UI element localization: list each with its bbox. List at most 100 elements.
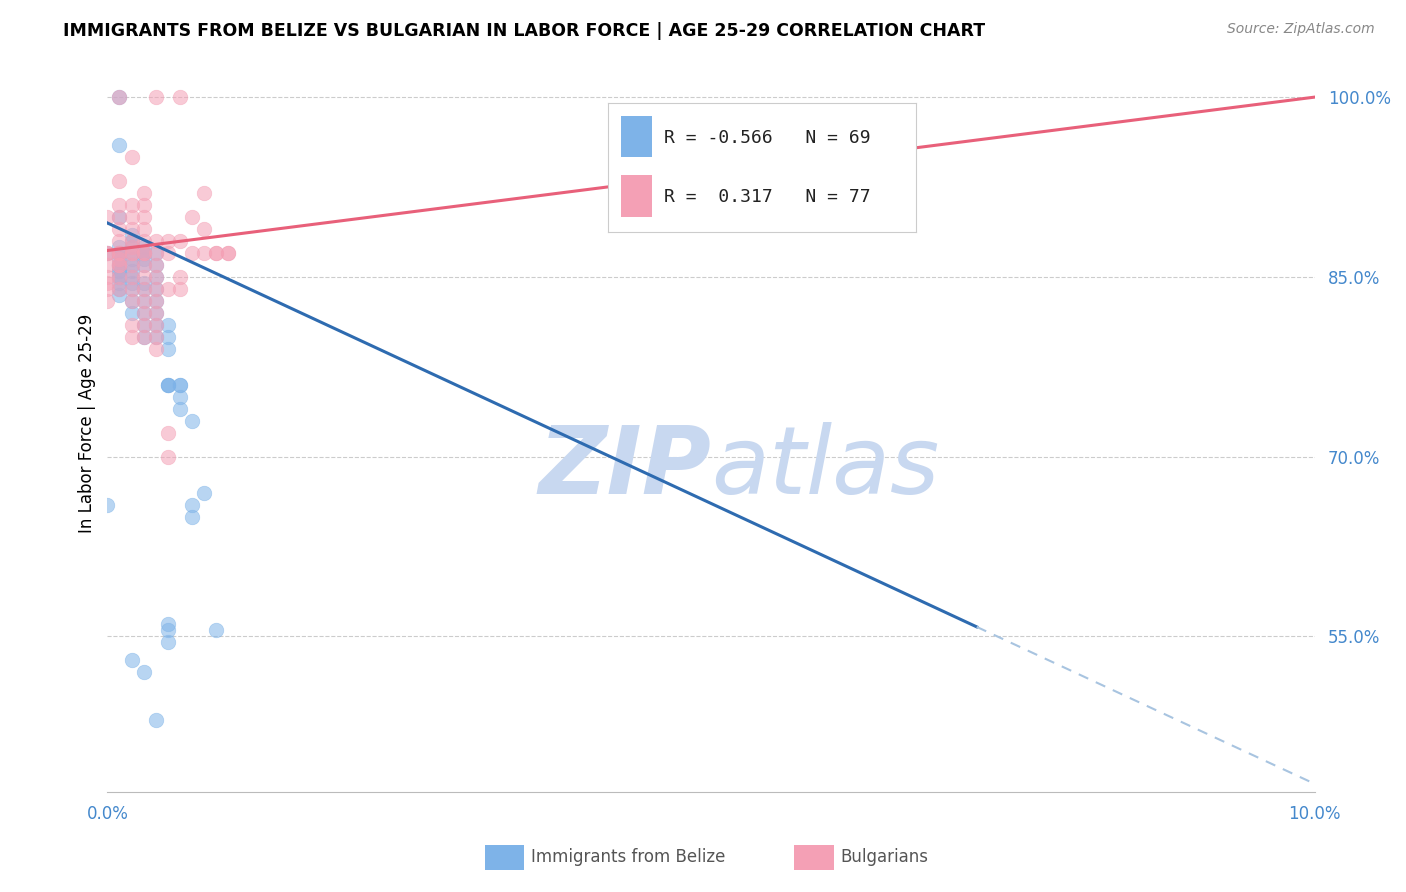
Point bbox=[132, 246, 155, 260]
Point bbox=[193, 246, 215, 260]
Point bbox=[121, 222, 143, 236]
Point bbox=[121, 234, 143, 248]
Point bbox=[132, 276, 155, 290]
Text: atlas: atlas bbox=[711, 423, 939, 514]
Text: Source: ZipAtlas.com: Source: ZipAtlas.com bbox=[1227, 22, 1375, 37]
Point bbox=[108, 282, 131, 296]
Point bbox=[108, 210, 131, 224]
Point bbox=[108, 90, 131, 104]
Point bbox=[132, 258, 155, 272]
Point bbox=[108, 264, 131, 278]
Point bbox=[169, 377, 191, 392]
Point bbox=[145, 282, 167, 296]
Point bbox=[132, 210, 155, 224]
Point bbox=[96, 282, 118, 296]
Point bbox=[156, 377, 179, 392]
Point bbox=[132, 306, 155, 320]
Point bbox=[132, 246, 155, 260]
Point bbox=[145, 234, 167, 248]
Point bbox=[180, 246, 202, 260]
Point bbox=[121, 246, 143, 260]
Point bbox=[96, 210, 118, 224]
Point bbox=[132, 198, 155, 212]
Point bbox=[205, 246, 228, 260]
Text: IMMIGRANTS FROM BELIZE VS BULGARIAN IN LABOR FORCE | AGE 25-29 CORRELATION CHART: IMMIGRANTS FROM BELIZE VS BULGARIAN IN L… bbox=[63, 22, 986, 40]
Point bbox=[121, 282, 143, 296]
Point bbox=[108, 258, 131, 272]
Point bbox=[96, 276, 118, 290]
Point bbox=[121, 150, 143, 164]
Point bbox=[145, 318, 167, 332]
Point bbox=[108, 258, 131, 272]
Point bbox=[145, 269, 167, 284]
Point bbox=[132, 665, 155, 680]
Point bbox=[121, 293, 143, 308]
Point bbox=[108, 252, 131, 266]
Point bbox=[108, 288, 131, 302]
Point bbox=[121, 210, 143, 224]
Point bbox=[108, 246, 131, 260]
Point bbox=[132, 318, 155, 332]
Point bbox=[169, 377, 191, 392]
Point bbox=[108, 222, 131, 236]
Point bbox=[121, 240, 143, 254]
Point bbox=[108, 234, 131, 248]
Point bbox=[145, 90, 167, 104]
Point bbox=[132, 269, 155, 284]
Point bbox=[132, 318, 155, 332]
Point bbox=[156, 425, 179, 440]
Point bbox=[121, 306, 143, 320]
Point bbox=[121, 240, 143, 254]
Point bbox=[108, 269, 131, 284]
Point bbox=[96, 498, 118, 512]
Point bbox=[156, 377, 179, 392]
Point bbox=[217, 246, 239, 260]
Point bbox=[145, 306, 167, 320]
Point bbox=[169, 401, 191, 416]
Point bbox=[121, 269, 143, 284]
Text: Immigrants from Belize: Immigrants from Belize bbox=[531, 848, 725, 866]
Point bbox=[132, 282, 155, 296]
Point bbox=[121, 330, 143, 344]
Point bbox=[121, 234, 143, 248]
Point bbox=[156, 246, 179, 260]
Point bbox=[96, 293, 118, 308]
Point bbox=[132, 330, 155, 344]
Point bbox=[145, 258, 167, 272]
Point bbox=[156, 234, 179, 248]
Point bbox=[180, 414, 202, 428]
Point bbox=[193, 485, 215, 500]
Point bbox=[193, 186, 215, 200]
Point bbox=[96, 246, 118, 260]
Point bbox=[108, 174, 131, 188]
Y-axis label: In Labor Force | Age 25-29: In Labor Force | Age 25-29 bbox=[79, 314, 96, 533]
Point bbox=[132, 293, 155, 308]
Point bbox=[121, 252, 143, 266]
Point bbox=[169, 390, 191, 404]
Point bbox=[145, 282, 167, 296]
Point bbox=[121, 258, 143, 272]
Point bbox=[132, 293, 155, 308]
Point bbox=[121, 269, 143, 284]
Point bbox=[108, 258, 131, 272]
Point bbox=[108, 276, 131, 290]
Point bbox=[156, 330, 179, 344]
Point bbox=[108, 198, 131, 212]
Point bbox=[132, 252, 155, 266]
Point bbox=[145, 246, 167, 260]
Point bbox=[145, 330, 167, 344]
Point bbox=[156, 635, 179, 649]
Point bbox=[145, 714, 167, 728]
Point bbox=[145, 269, 167, 284]
Point bbox=[156, 377, 179, 392]
Point bbox=[145, 293, 167, 308]
Point bbox=[108, 282, 131, 296]
Point bbox=[108, 264, 131, 278]
Point bbox=[121, 293, 143, 308]
Point bbox=[180, 498, 202, 512]
Point bbox=[156, 450, 179, 464]
Point bbox=[108, 90, 131, 104]
Point bbox=[145, 342, 167, 356]
Point bbox=[121, 246, 143, 260]
Point bbox=[121, 198, 143, 212]
